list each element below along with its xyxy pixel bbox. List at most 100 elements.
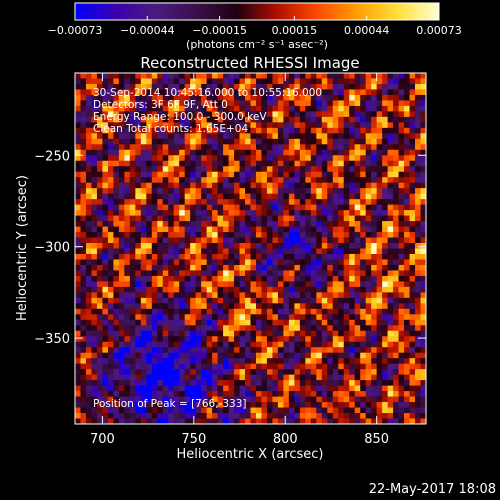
heatmap-cell	[184, 73, 191, 80]
heatmap-cell	[245, 325, 252, 332]
heatmap-cell	[420, 221, 426, 228]
heatmap-cell	[299, 418, 306, 424]
heatmap-cell	[129, 100, 136, 107]
heatmap-cell	[239, 325, 246, 332]
heatmap-cell	[190, 193, 197, 200]
heatmap-cell	[393, 297, 400, 304]
heatmap-cell	[261, 380, 268, 387]
heatmap-cell	[212, 204, 219, 211]
heatmap-cell	[179, 369, 186, 376]
heatmap-cell	[245, 160, 252, 167]
heatmap-cell	[173, 94, 180, 102]
heatmap-cell	[102, 380, 109, 387]
heatmap-cell	[245, 297, 252, 304]
heatmap-cell	[91, 133, 98, 140]
heatmap-cell	[124, 243, 131, 250]
heatmap-cell	[393, 259, 400, 266]
heatmap-cell	[354, 144, 361, 151]
heatmap-cell	[332, 352, 339, 359]
heatmap-cell	[157, 138, 164, 145]
heatmap-cell	[96, 385, 104, 392]
heatmap-cell	[321, 94, 328, 102]
heatmap-cell	[118, 281, 125, 288]
heatmap-cell	[85, 336, 93, 343]
heatmap-cell	[212, 363, 219, 370]
heatmap-cell	[261, 210, 268, 217]
heatmap-cell	[245, 270, 252, 277]
heatmap-cell	[201, 204, 208, 211]
heatmap-cell	[151, 336, 158, 343]
heatmap-cell	[75, 73, 82, 80]
heatmap-cell	[415, 210, 422, 217]
heatmap-cell	[354, 160, 361, 167]
heatmap-cell	[316, 237, 323, 244]
heatmap-cell	[321, 73, 328, 80]
heatmap-cell	[162, 380, 169, 387]
heatmap-cell	[255, 166, 263, 173]
heatmap-cell	[398, 308, 405, 315]
heatmap-cell	[102, 352, 109, 359]
heatmap-cell	[272, 369, 279, 376]
heatmap-cell	[371, 413, 378, 420]
heatmap-cell	[151, 325, 158, 332]
heatmap-cell	[85, 264, 93, 272]
heatmap-cell	[217, 396, 224, 403]
heatmap-cell	[80, 259, 87, 266]
heatmap-cell	[135, 286, 142, 293]
heatmap-cell	[382, 374, 389, 381]
heatmap-cell	[184, 232, 191, 239]
heatmap-cell	[135, 166, 142, 173]
heatmap-cell	[360, 259, 367, 266]
heatmap-cell	[354, 73, 361, 80]
heatmap-cell	[146, 166, 153, 173]
heatmap-cell	[228, 374, 235, 381]
heatmap-cell	[113, 402, 120, 409]
heatmap-cell	[332, 188, 339, 195]
heatmap-cell	[277, 94, 284, 102]
heatmap-cell	[415, 111, 422, 118]
heatmap-cell	[349, 100, 356, 107]
heatmap-cell	[107, 105, 114, 112]
heatmap-cell	[146, 78, 153, 85]
heatmap-cell	[321, 89, 328, 96]
heatmap-cell	[201, 171, 208, 178]
heatmap-cell	[332, 232, 339, 239]
heatmap-cell	[140, 259, 147, 266]
heatmap-cell	[212, 385, 219, 392]
heatmap-cell	[80, 297, 87, 304]
heatmap-cell	[415, 297, 422, 304]
heatmap-cell	[102, 166, 109, 173]
heatmap-cell	[250, 396, 257, 403]
heatmap-cell	[113, 330, 120, 337]
heatmap-cell	[179, 418, 186, 424]
heatmap-cell	[118, 155, 125, 162]
heatmap-cell	[354, 270, 361, 277]
heatmap-cell	[85, 89, 93, 96]
heatmap-cell	[343, 292, 350, 299]
heatmap-cell	[255, 116, 263, 123]
heatmap-cell	[288, 199, 295, 206]
heatmap-cell	[393, 330, 400, 337]
heatmap-cell	[168, 319, 175, 326]
heatmap-cell	[250, 352, 257, 359]
heatmap-cell	[277, 330, 284, 337]
heatmap-cell	[157, 303, 164, 310]
heatmap-cell	[140, 330, 147, 337]
heatmap-cell	[96, 341, 104, 348]
heatmap-cell	[179, 259, 186, 266]
heatmap-cell	[179, 221, 186, 228]
heatmap-cell	[151, 144, 158, 151]
heatmap-cell	[338, 122, 345, 129]
heatmap-cell	[288, 116, 295, 123]
heatmap-cell	[129, 303, 136, 310]
heatmap-cell	[272, 264, 279, 272]
heatmap-cell	[179, 210, 186, 217]
heatmap-cell	[354, 253, 361, 261]
heatmap-cell	[327, 166, 334, 173]
heatmap-cell	[190, 215, 197, 222]
heatmap-cell	[217, 253, 224, 261]
heatmap-cell	[146, 171, 153, 178]
heatmap-cell	[96, 358, 104, 365]
heatmap-cell	[354, 264, 361, 272]
heatmap-cell	[107, 166, 114, 173]
